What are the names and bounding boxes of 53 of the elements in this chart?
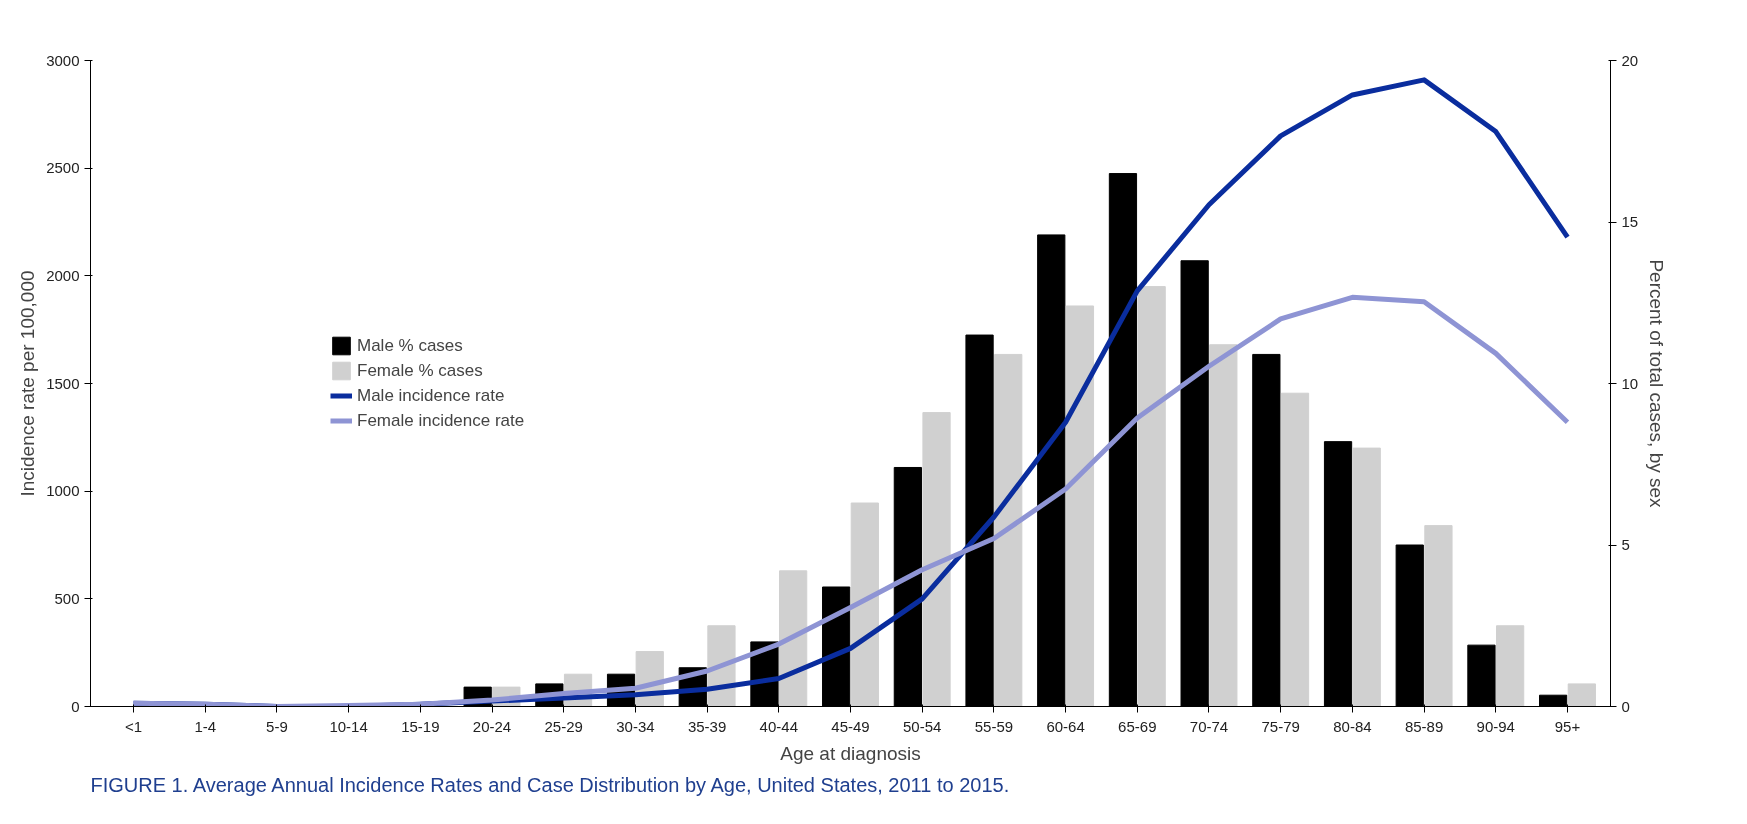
y2-tick-label: 5 [1621,536,1630,553]
x-tick-label: 1-4 [194,717,217,735]
x-tick-label: 90-94 [1476,717,1515,735]
x-tick-label: 65-69 [1118,717,1157,735]
x-tick-label: 60-64 [1046,717,1085,735]
x-tick-label: <1 [124,717,143,735]
y2-tick-label: 0 [1621,697,1630,715]
y-tick-label: 1500 [46,374,80,392]
x-tick-label: 85-89 [1404,717,1444,735]
x-tick-label: 70-74 [1189,717,1229,735]
x-tick-label: 20-24 [472,717,512,735]
bar [1065,305,1095,707]
y-tick-label: 2500 [46,159,80,177]
x-tick-label: 40-44 [759,717,798,735]
y-tick-label: 0 [71,697,80,715]
bar [1496,625,1525,707]
legend-label: Female % cases [357,360,483,381]
bar [1567,683,1596,707]
x-tick-label: 35-39 [687,717,727,735]
x-tick-label: 50-54 [903,717,942,735]
x-tick-label: 80-84 [1333,717,1372,735]
x-tick-label: 5-9 [266,717,288,735]
x-tick-label: 55-59 [974,717,1014,735]
bar [1280,392,1310,707]
bar [1352,447,1381,707]
y-tick-label: 3000 [46,51,80,69]
y-tick-label: 1000 [46,482,80,500]
x-tick-label: 30-34 [616,717,655,735]
x-tick-label: 25-29 [544,717,583,735]
y-tick-label: 2000 [46,266,80,284]
x-tick-label: 45-49 [831,717,870,735]
bar [994,353,1023,707]
bar [1137,286,1166,707]
legend-label: Female incidence rate [357,410,525,431]
x-tick-label: 95+ [1554,717,1581,735]
x-tick-label: 15-19 [401,717,440,735]
legend-label: Male % cases [357,335,463,356]
y2-tick-label: 10 [1621,374,1639,392]
x-tick-label: 75-79 [1261,717,1300,735]
text: FIGURE 1. Average Annual Incidence Rates and Case Distribution by Age, United States, 2011 to 2015. [90,773,1010,796]
x-tick-label: 10-14 [329,717,368,735]
bar [779,570,808,707]
y2-tick-label: 15 [1621,213,1639,230]
legend-label: Male incidence rate [357,385,505,406]
x-axis-title: Age at diagnosis [780,742,921,764]
bar [1424,525,1453,707]
bar [850,502,879,707]
y-axis-title: Incidence rate per 100,000 [17,270,39,497]
y2-tick-label: 20 [1621,51,1639,69]
y2-axis-title: Percent of total cases, by sex [1646,259,1668,509]
bar [1209,344,1238,707]
y-tick-label: 500 [54,589,80,607]
bar [922,412,951,707]
